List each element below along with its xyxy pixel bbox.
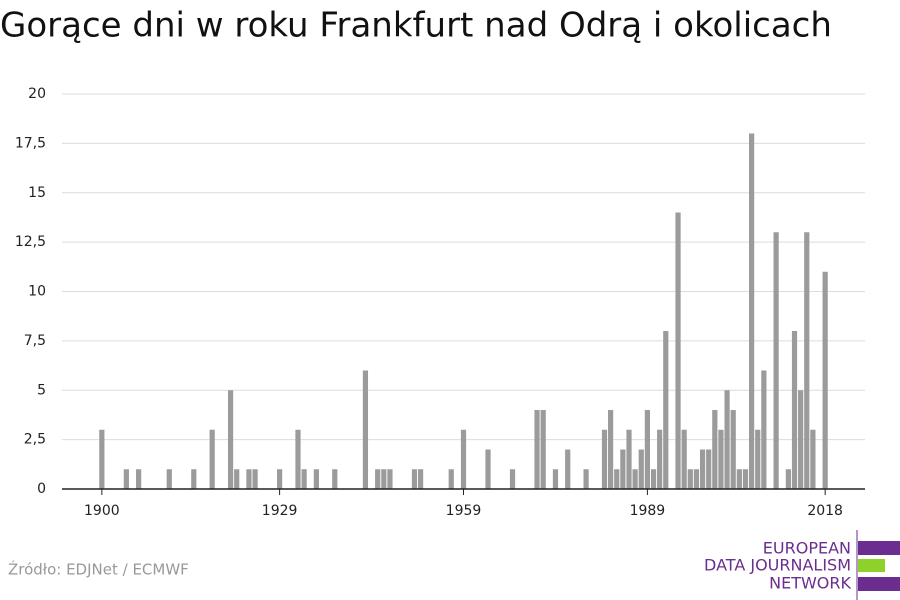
bar — [730, 410, 736, 489]
y-tick-label: 7,5 — [24, 333, 46, 349]
bar — [375, 469, 381, 489]
bar — [252, 469, 258, 489]
bar — [755, 429, 761, 489]
bar — [417, 469, 424, 489]
bar — [798, 390, 804, 489]
bar — [650, 469, 657, 489]
bar — [748, 133, 755, 489]
bar — [638, 449, 644, 489]
bar — [724, 390, 730, 489]
y-tick-label: 20 — [28, 86, 46, 102]
bar — [712, 410, 718, 489]
bar — [644, 410, 650, 489]
bar — [742, 469, 749, 489]
bar — [509, 469, 516, 489]
bar — [718, 429, 724, 489]
bar — [785, 469, 791, 489]
bar — [362, 370, 369, 489]
bar — [552, 469, 559, 489]
logo-text: NETWORK — [769, 574, 851, 593]
bar — [387, 469, 393, 489]
y-tick-label: 5 — [37, 382, 46, 398]
bar — [620, 449, 626, 489]
bar — [277, 469, 283, 489]
bar — [804, 232, 810, 489]
source: Źródło: EDJNet / ECMWF — [8, 560, 189, 579]
bar — [234, 469, 240, 489]
bar — [99, 429, 105, 489]
bar — [657, 429, 663, 489]
bar — [136, 469, 142, 489]
chart-title: Gorące dni w roku Frankfurt nad Odrą i o… — [0, 6, 832, 46]
bar — [411, 469, 418, 489]
bar — [460, 429, 467, 489]
bar — [209, 429, 215, 489]
logo-bar — [858, 541, 900, 555]
bar — [485, 449, 491, 489]
bar — [699, 449, 706, 489]
bar — [822, 271, 828, 489]
logo-text: EUROPEAN — [763, 539, 851, 558]
y-tick-label: 0 — [37, 481, 46, 497]
y-tick-label: 10 — [28, 284, 46, 300]
bar — [601, 429, 608, 489]
bar — [448, 469, 454, 489]
bar — [626, 429, 632, 489]
x-tick-label: 1959 — [446, 503, 482, 519]
y-tick-label: 17,5 — [15, 135, 46, 151]
bar — [381, 469, 387, 489]
bar — [166, 469, 172, 489]
bar — [123, 469, 129, 489]
bar — [675, 212, 681, 489]
x-tick-label: 1929 — [262, 503, 298, 519]
bar — [773, 232, 779, 489]
bar — [301, 469, 307, 489]
y-tick-label: 15 — [28, 185, 46, 201]
bar — [313, 469, 319, 489]
x-tick-label: 1989 — [630, 503, 666, 519]
bar — [810, 429, 816, 489]
bar — [761, 370, 767, 489]
bar — [534, 410, 540, 489]
bar — [736, 469, 742, 489]
bar — [706, 449, 712, 489]
bar — [663, 331, 669, 489]
logo-bar — [858, 559, 885, 572]
bar — [295, 429, 301, 489]
bar — [632, 469, 638, 489]
bar — [540, 410, 546, 489]
x-tick-label: 2018 — [807, 503, 843, 519]
bar — [246, 469, 252, 489]
y-tick-label: 12,5 — [15, 234, 46, 250]
x-tick-label: 1900 — [84, 503, 120, 519]
bar — [791, 331, 798, 489]
bar — [608, 410, 614, 489]
bar — [332, 469, 338, 489]
bar — [565, 449, 571, 489]
logo-bar — [858, 577, 900, 591]
logo-text: DATA JOURNALISM — [704, 556, 851, 575]
bar — [583, 469, 589, 489]
bar — [693, 469, 700, 489]
bar — [687, 469, 693, 489]
bar — [614, 469, 620, 489]
bar — [227, 390, 234, 489]
bar — [681, 429, 687, 489]
bar — [191, 469, 197, 489]
y-tick-label: 2,5 — [24, 432, 46, 448]
